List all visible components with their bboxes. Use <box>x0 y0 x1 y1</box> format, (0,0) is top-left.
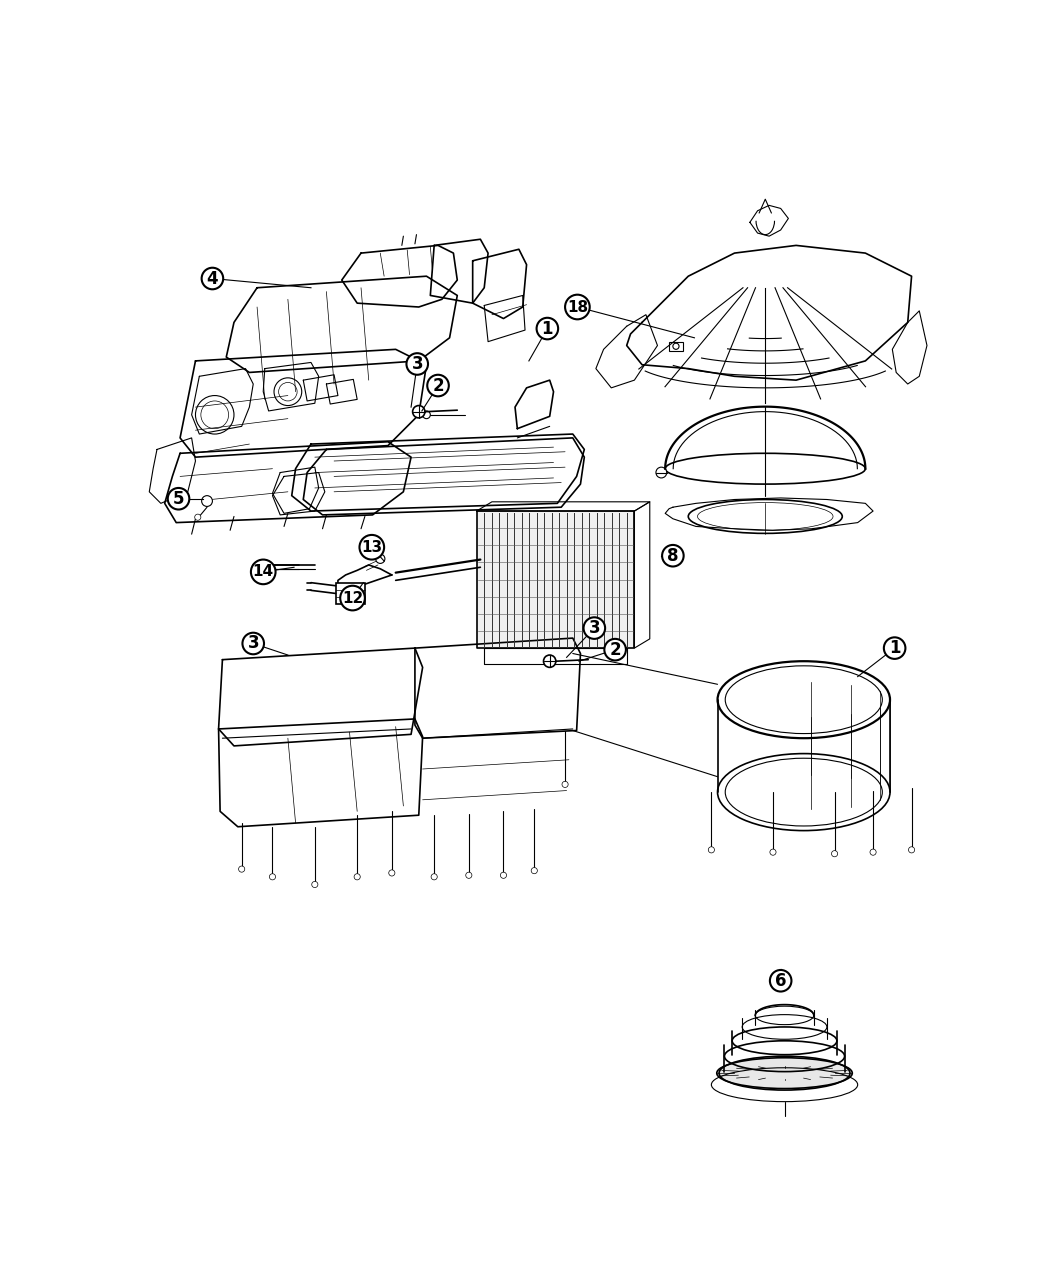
Circle shape <box>501 872 506 878</box>
Text: 8: 8 <box>667 547 678 565</box>
Circle shape <box>908 847 915 853</box>
Circle shape <box>663 544 684 566</box>
Circle shape <box>544 655 555 667</box>
Circle shape <box>884 638 905 659</box>
Circle shape <box>194 514 201 520</box>
Circle shape <box>243 632 264 654</box>
Polygon shape <box>477 511 634 648</box>
Text: 12: 12 <box>342 590 363 606</box>
Text: 1: 1 <box>542 320 553 338</box>
Circle shape <box>202 496 212 506</box>
Circle shape <box>565 295 590 319</box>
Text: 2: 2 <box>433 376 444 394</box>
Circle shape <box>770 970 792 992</box>
Circle shape <box>312 881 318 887</box>
Circle shape <box>656 467 667 478</box>
Text: 1: 1 <box>889 639 901 657</box>
Circle shape <box>466 872 471 878</box>
Circle shape <box>673 343 679 349</box>
Text: 3: 3 <box>248 635 259 653</box>
Circle shape <box>340 585 365 611</box>
Text: 3: 3 <box>412 354 423 374</box>
Text: 14: 14 <box>253 565 274 579</box>
Text: 5: 5 <box>173 490 185 507</box>
Circle shape <box>605 639 626 660</box>
Circle shape <box>531 867 538 873</box>
Circle shape <box>414 407 424 417</box>
Circle shape <box>202 268 224 289</box>
Bar <box>336 583 365 604</box>
Circle shape <box>359 536 384 560</box>
Bar <box>669 342 682 351</box>
Circle shape <box>584 617 605 639</box>
Circle shape <box>251 560 275 584</box>
Circle shape <box>238 866 245 872</box>
Circle shape <box>709 847 714 853</box>
Circle shape <box>432 873 437 880</box>
Circle shape <box>562 782 568 788</box>
Circle shape <box>376 555 385 564</box>
Text: 2: 2 <box>609 640 621 659</box>
Circle shape <box>870 849 876 856</box>
Ellipse shape <box>717 1058 853 1089</box>
Circle shape <box>413 405 425 418</box>
Text: 13: 13 <box>361 539 382 555</box>
Text: 3: 3 <box>588 620 601 638</box>
Circle shape <box>832 850 838 857</box>
Circle shape <box>270 873 275 880</box>
Circle shape <box>537 317 559 339</box>
Circle shape <box>168 488 189 510</box>
Circle shape <box>388 870 395 876</box>
Circle shape <box>406 353 428 375</box>
Circle shape <box>427 375 448 397</box>
Circle shape <box>354 873 360 880</box>
Text: 4: 4 <box>207 269 218 287</box>
Text: 6: 6 <box>775 972 786 989</box>
Circle shape <box>422 411 430 418</box>
Circle shape <box>770 849 776 856</box>
Text: 18: 18 <box>567 300 588 315</box>
